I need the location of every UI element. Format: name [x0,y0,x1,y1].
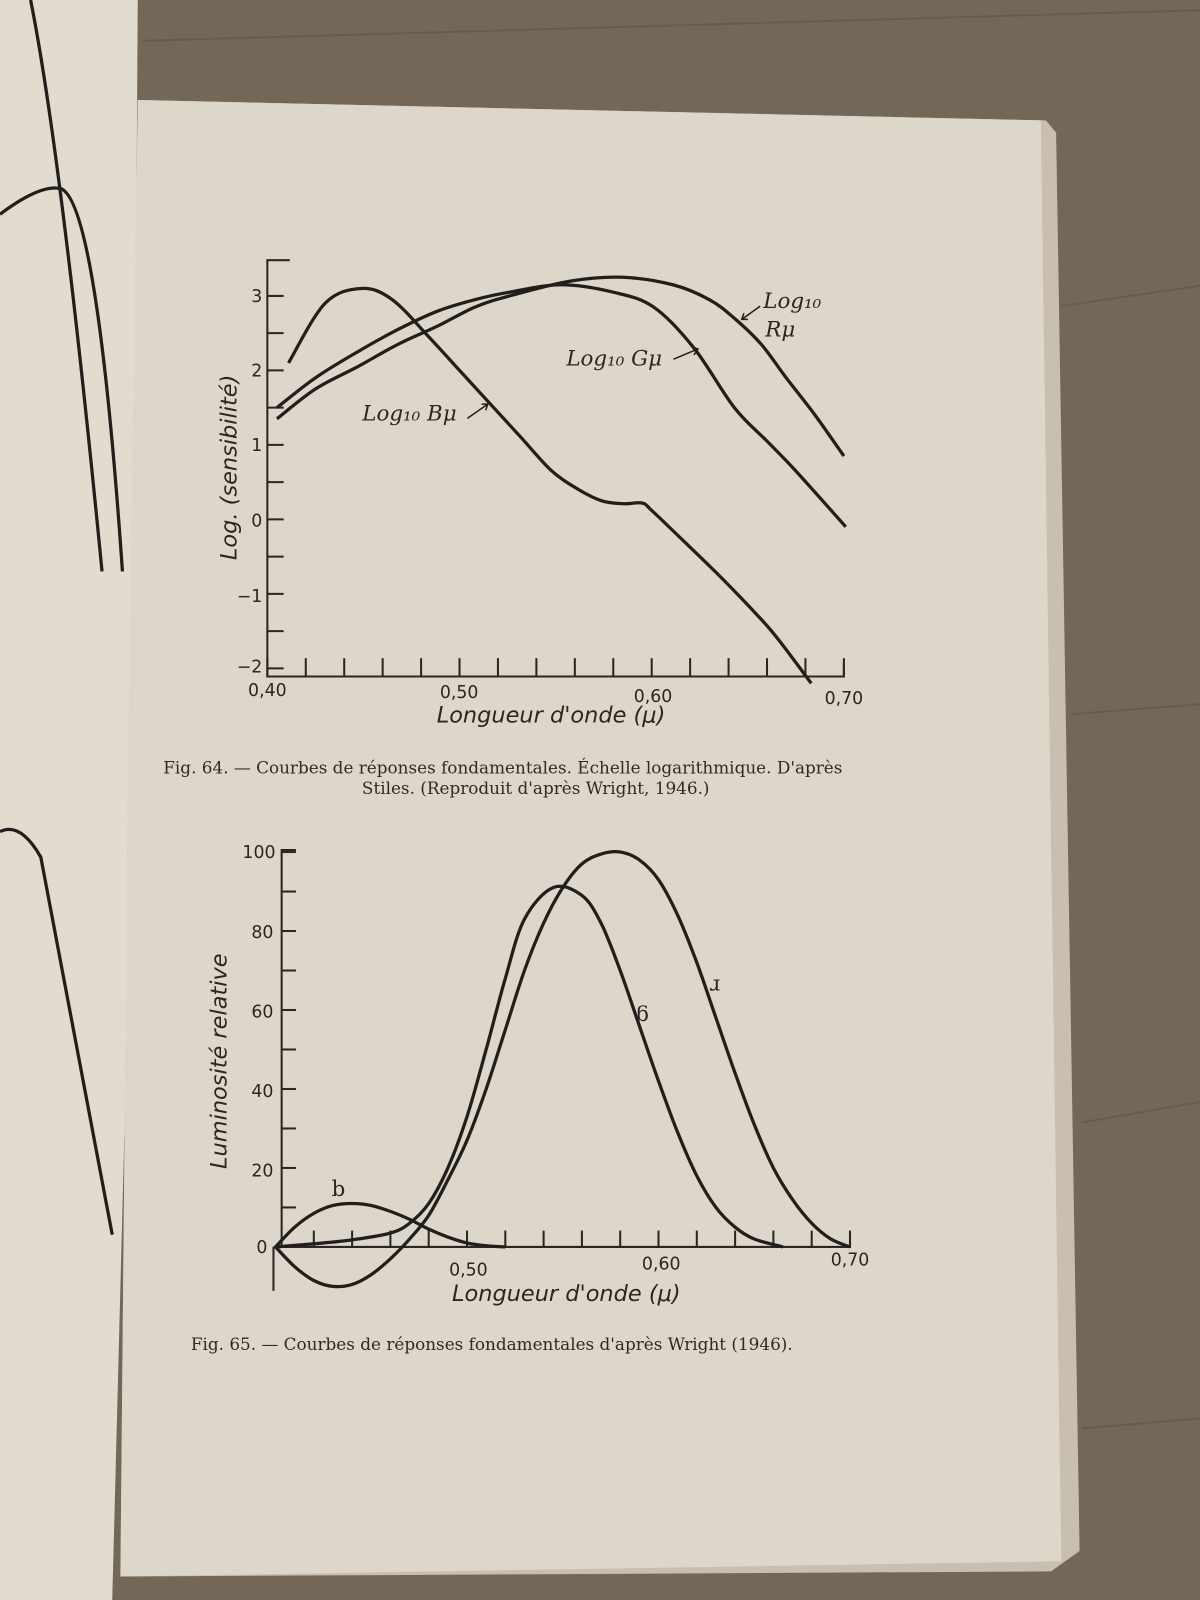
y-tick-label: 0 [256,1238,267,1258]
curve-log10-rμ [275,275,846,458]
curve-g [275,884,784,1249]
y-tick-label: 1 [251,436,262,456]
left-page-curve [0,827,114,1235]
curve-r [274,850,851,1289]
x-tick-label: 0,60 [634,687,673,707]
figure-65: 100 80 60 40 20 0 0,50 0,60 0,70 Longueu… [191,843,869,1354]
fig65-x-axis-label: Longueur d'onde (μ) [452,1281,681,1307]
y-tick-label: 2 [251,362,262,382]
fig64-y-axis-label: Log. (sensibilité) [217,375,243,560]
y-tick-label: 40 [251,1082,273,1102]
label-log-b: Log₁₀ Bμ [361,401,456,426]
left-page-curve [29,0,104,572]
label-arrows [466,305,761,419]
label-log-r-top: Log₁₀ [762,289,821,314]
x-tick-label: 0,50 [449,1261,488,1281]
left-page [0,0,138,1600]
x-tick-label: 0,70 [825,689,864,709]
y-tick-label: −2 [237,657,263,677]
fig64-caption-line2: Stiles. (Reproduit d'après Wright, 1946.… [362,778,710,798]
label-g: g [635,1004,649,1029]
y-tick-label: 60 [251,1002,273,1022]
curve-b [274,1201,506,1249]
fig64-caption-line1: Fig. 64. — Courbes de réponses fondament… [163,757,842,777]
y-tick-label: 0 [251,512,262,532]
left-page-curve [0,186,125,572]
y-tick-label: −1 [237,587,263,607]
curve-log10-bμ [287,286,813,685]
fig64-x-axis-label: Longueur d'onde (μ) [437,702,666,728]
y-tick-label: 20 [251,1162,273,1182]
fig65-y-axis-label: Luminosité relative [207,953,233,1169]
y-tick-label: 3 [251,287,262,307]
fig64-y-ticks [267,294,284,670]
y-tick-label: 80 [251,923,273,943]
label-log-r-bottom: Rμ [764,318,795,343]
fig65-caption: Fig. 65. — Courbes de réponses fondament… [191,1334,793,1354]
figure-64: 3 2 1 0 −1 −2 0,40 0,50 0,60 0,70 Longue… [163,259,864,798]
fig65-y-ticks [281,851,296,1248]
right-page [120,100,1062,1577]
x-tick-label: 0,40 [248,681,287,701]
x-tick-label: 0,60 [642,1254,681,1274]
curve-log10-gμ [275,283,848,528]
x-tick-label: 0,50 [440,683,479,703]
x-tick-label: 0,70 [831,1250,870,1270]
label-b: b [332,1177,346,1202]
wood-grain [142,9,1200,1430]
y-tick-label: 100 [242,843,275,863]
label-r: r [709,974,720,999]
label-log-g: Log₁₀ Gμ [565,346,662,371]
